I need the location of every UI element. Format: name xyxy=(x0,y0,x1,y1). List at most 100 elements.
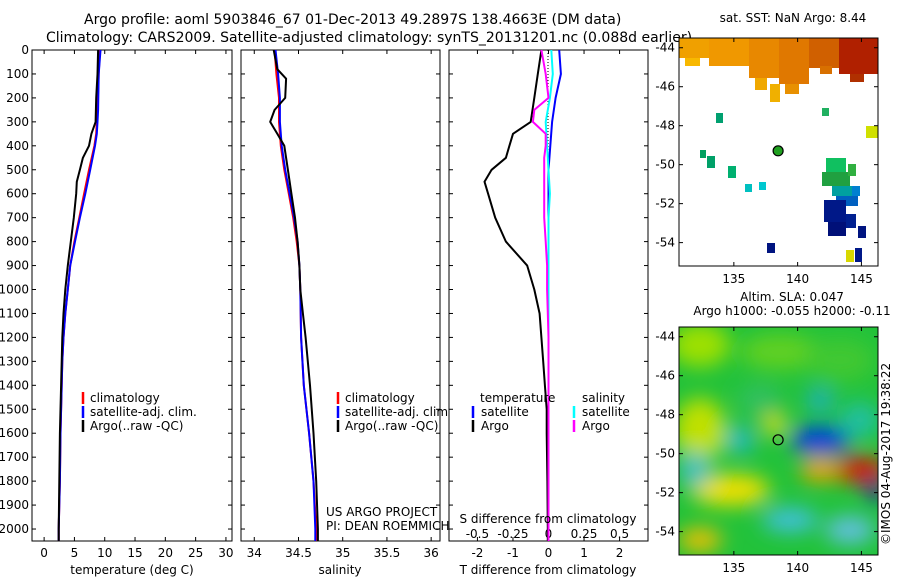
depth-tick-label: 1600 xyxy=(0,426,29,440)
x-tick-label: 35.5 xyxy=(374,546,401,560)
imos-timestamp: ©IMOS 04-Aug-2017 19:38:22 xyxy=(879,363,893,545)
sst-pixel xyxy=(850,74,864,82)
s-tick-label: 0.5 xyxy=(610,527,629,541)
map-y-tick-label: -54 xyxy=(655,525,675,539)
temperature-axes-frame xyxy=(31,49,233,542)
x-tick-label: 36 xyxy=(424,546,439,560)
sla-blob xyxy=(763,415,787,435)
depth-tick-label: 300 xyxy=(6,115,29,129)
sst-pixel xyxy=(767,243,775,253)
s-tick-label: 0.25 xyxy=(571,527,598,541)
sla-blob xyxy=(738,384,782,416)
sst-pixel xyxy=(839,38,878,74)
legend-climatology-label: climatology xyxy=(345,391,415,405)
depth-tick-label: 700 xyxy=(6,211,29,225)
depth-tick-label: 200 xyxy=(6,91,29,105)
depth-tick-label: 1400 xyxy=(0,378,29,392)
sst-pixel xyxy=(707,156,715,168)
depth-tick-label: 500 xyxy=(6,163,29,177)
sla-map-frame xyxy=(678,326,879,556)
salinity-xlabel: salinity xyxy=(318,563,361,577)
map-y-tick-label: -46 xyxy=(655,80,675,94)
difference-legend: temperature satellite Argo salinity sate… xyxy=(471,391,630,433)
temperature-legend: climatology satellite-adj. clim. Argo(..… xyxy=(81,391,197,433)
salinity-series xyxy=(269,49,319,541)
salinity-legend: climatology satellite-adj. clim. Argo(..… xyxy=(336,391,452,433)
map-y-tick-label: -44 xyxy=(655,41,675,55)
x-tick-label: 34 xyxy=(247,546,262,560)
x-tick-label: 0 xyxy=(40,546,48,560)
x-tick-label: 25 xyxy=(188,546,203,560)
sla-blob xyxy=(679,327,730,367)
sla-map-title-line2: Argo h1000: -0.055 h2000: -0.11 xyxy=(693,304,890,318)
depth-tick-label: 800 xyxy=(6,235,29,249)
sst-map-title: sat. SST: NaN Argo: 8.44 xyxy=(720,11,867,25)
salinity-depth-ticks xyxy=(241,49,440,530)
sst-pixel xyxy=(709,38,749,66)
s-tick-label: -0.25 xyxy=(497,527,528,541)
sla-blob xyxy=(825,516,875,544)
sla-blob xyxy=(679,528,722,552)
x-tick-label: 20 xyxy=(158,546,173,560)
sst-pixel xyxy=(828,222,846,236)
x-tick-label: 34.5 xyxy=(285,546,312,560)
credit-line2: PI: DEAN ROEMMICH xyxy=(326,519,449,533)
map-y-tick-label: -50 xyxy=(655,158,675,172)
sst-pixel xyxy=(826,158,846,172)
sla-field xyxy=(679,327,878,555)
sla-blob xyxy=(790,426,850,454)
sst-pixel xyxy=(770,84,780,102)
x-tick-label: 15 xyxy=(127,546,142,560)
depth-tick-label: 0 xyxy=(21,43,29,57)
sst-pixel xyxy=(846,250,854,262)
s-tick-label: -0.5 xyxy=(466,527,489,541)
series-line-t-argo xyxy=(483,49,549,541)
legend-s-satellite-label: satellite xyxy=(582,405,630,419)
depth-tick-label: 1200 xyxy=(0,330,29,344)
sst-pixel xyxy=(820,66,832,74)
sst-pixel xyxy=(824,200,846,222)
series-line-argo-raw-qc- xyxy=(269,49,319,541)
sst-pixel xyxy=(785,84,799,94)
legend-temperature-header: temperature xyxy=(480,391,555,405)
sst-pixel xyxy=(779,38,809,84)
sst-map-axes: 135 140 145 -44 -46 -48 -50 -52 -54 xyxy=(655,38,878,286)
map-x-tick-label: 145 xyxy=(850,561,873,575)
series-line-s-argo xyxy=(531,49,550,541)
map-y-tick-label: -50 xyxy=(655,447,675,461)
depth-tick-label: 1500 xyxy=(0,402,29,416)
x-tick-label: 1 xyxy=(580,546,588,560)
sla-blob xyxy=(762,508,818,532)
sla-blob xyxy=(867,480,878,504)
x-tick-label: 30 xyxy=(218,546,233,560)
map-x-tick-label: 140 xyxy=(786,561,809,575)
difference-panel: -2 -1 0 1 2-0.5 -0.25 0 0.25 0.5 T difference fr… xyxy=(448,49,649,577)
difference-series xyxy=(483,49,562,541)
sst-pixel xyxy=(716,113,723,123)
legend-s-argo-label: Argo xyxy=(582,419,610,433)
temperature-panel: 0100200300400500600700800900100011001200… xyxy=(0,43,234,577)
sla-blob xyxy=(726,428,754,452)
map-y-tick-label: -52 xyxy=(655,486,675,500)
x-tick-label: 35 xyxy=(335,546,350,560)
depth-tick-label: 100 xyxy=(6,67,29,81)
sst-map-panel: sat. SST: NaN Argo: 8.44 xyxy=(655,11,879,286)
x-tick-label: -2 xyxy=(471,546,483,560)
difference-depth-ticks xyxy=(449,49,648,530)
argo-float-marker xyxy=(772,434,784,446)
sla-blob xyxy=(679,452,711,488)
difference-s-xlabel: S difference from climatology xyxy=(460,512,637,526)
legend-argo-label: Argo(..raw -QC) xyxy=(345,419,438,433)
sla-map-axes: 135 140 145 -44 -46 -48 -50 -52 -54 xyxy=(655,327,878,575)
sla-blob xyxy=(832,456,878,484)
sst-map-frame xyxy=(678,37,879,267)
legend-argo-label: Argo(..raw -QC) xyxy=(90,419,183,433)
sst-pixel xyxy=(700,150,706,158)
sst-pixel xyxy=(745,184,752,192)
depth-axis: 0 100 200 300 400 500 600 700 800 900 1000 1100 1200… xyxy=(0,43,232,536)
sst-pixel xyxy=(866,126,878,138)
figure-title-line2: Climatology: CARS2009. Satellite-adjuste… xyxy=(46,30,693,46)
map-y-tick-label: -48 xyxy=(655,408,675,422)
sst-pixel xyxy=(749,38,779,78)
depth-tick-label: 2000 xyxy=(0,522,29,536)
